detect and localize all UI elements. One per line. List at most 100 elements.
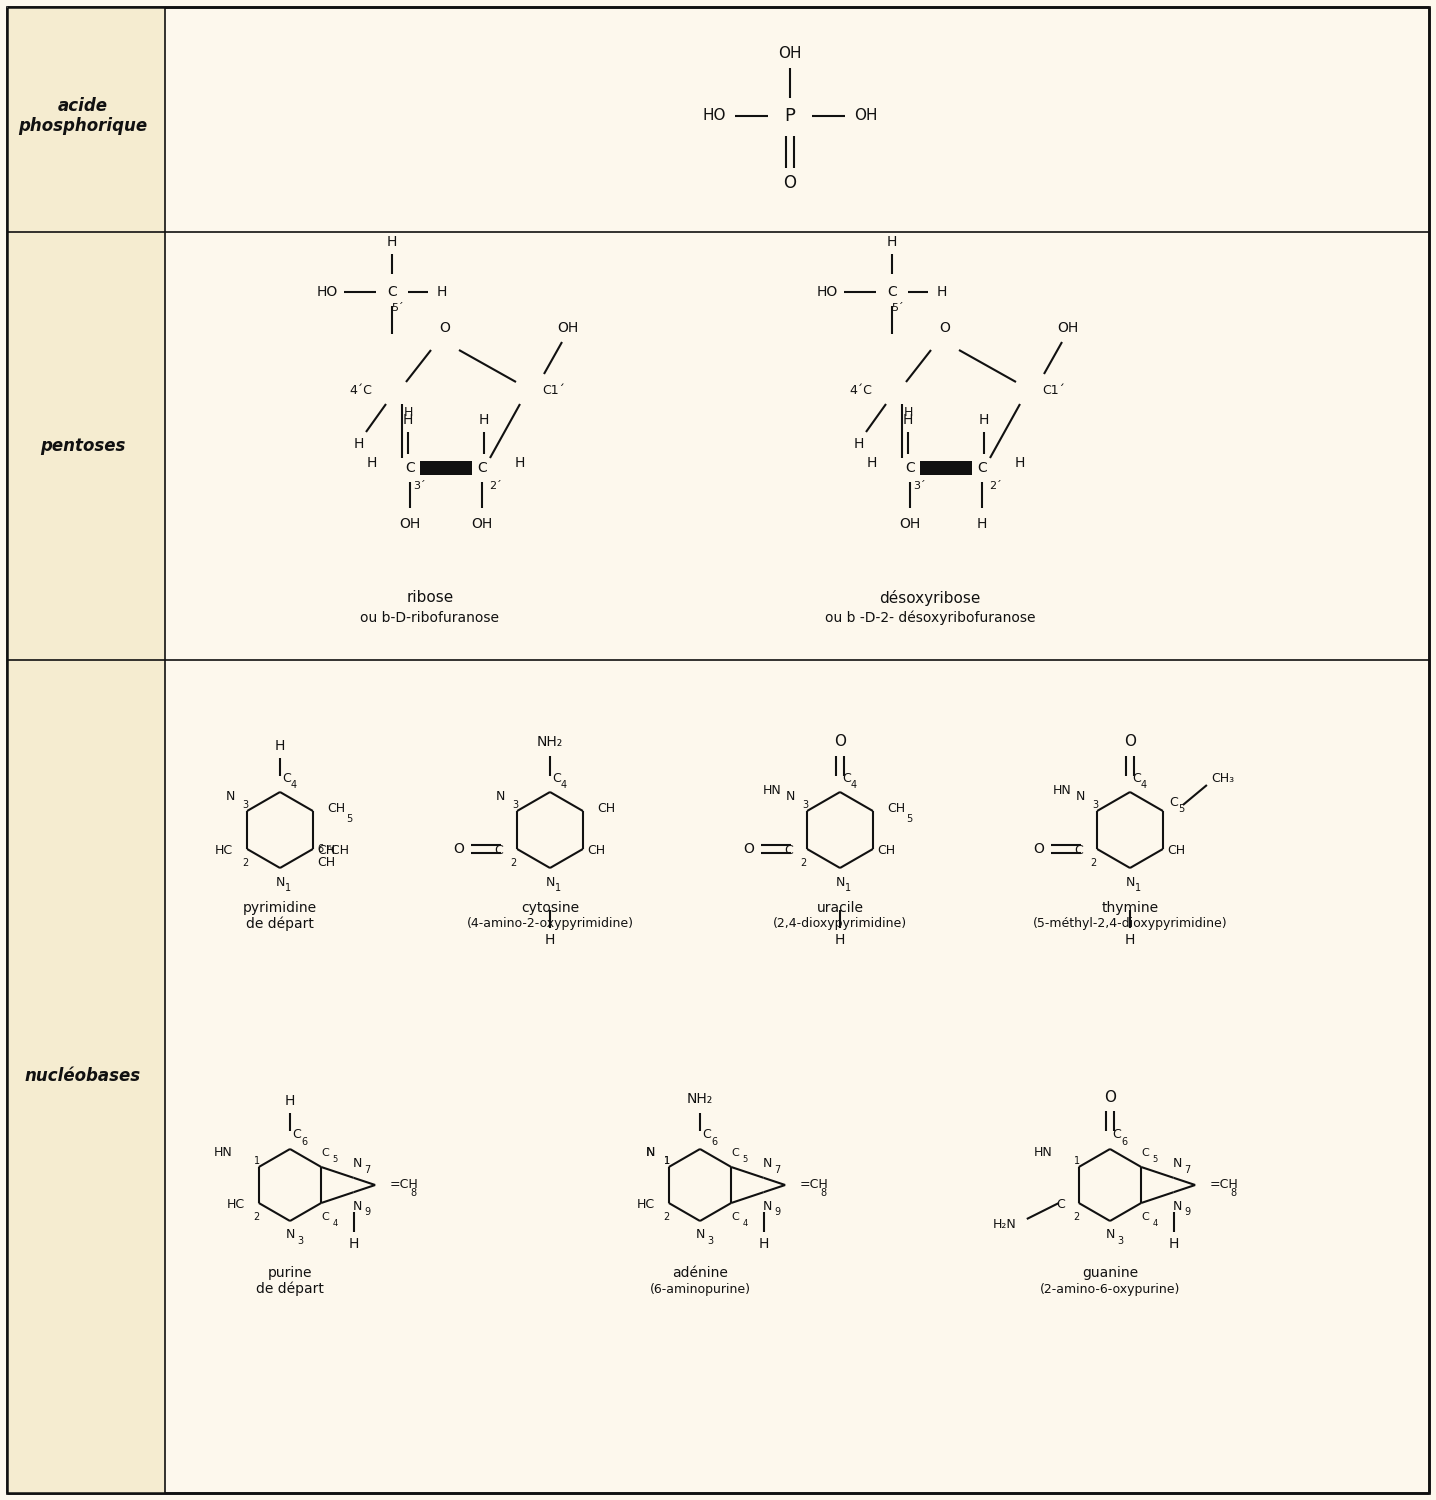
Text: O: O	[744, 842, 754, 856]
Text: de départ: de départ	[256, 1281, 325, 1296]
Text: C: C	[388, 285, 396, 298]
Text: C: C	[1142, 1148, 1149, 1158]
Text: C1´: C1´	[541, 384, 564, 396]
Text: 1: 1	[554, 884, 561, 892]
Text: =CH: =CH	[389, 1179, 418, 1191]
Text: N: N	[763, 1158, 773, 1170]
Text: de départ: de départ	[246, 916, 314, 932]
Text: H: H	[366, 456, 378, 470]
Text: ou b -D-2- désoxyribofuranose: ou b -D-2- désoxyribofuranose	[824, 610, 1035, 626]
Text: 6: 6	[317, 844, 323, 853]
Text: 1: 1	[663, 1156, 669, 1166]
Text: 1: 1	[254, 1156, 260, 1166]
Text: O: O	[939, 321, 951, 334]
Text: N: N	[495, 790, 505, 804]
Text: OH: OH	[778, 46, 801, 62]
Text: H: H	[936, 285, 948, 298]
Text: O: O	[1034, 842, 1044, 856]
Text: H: H	[284, 1094, 296, 1108]
Text: (4-amino-2-oxypyrimidine): (4-amino-2-oxypyrimidine)	[467, 918, 633, 930]
Text: N: N	[645, 1146, 655, 1160]
Text: OH: OH	[854, 108, 877, 123]
Text: H: H	[404, 405, 412, 418]
Text: thymine: thymine	[1101, 902, 1159, 915]
Text: HC: HC	[636, 1198, 655, 1212]
Text: HO: HO	[702, 108, 725, 123]
Text: CH: CH	[877, 844, 895, 858]
Text: H: H	[1015, 456, 1025, 470]
Bar	[920, 460, 972, 476]
Text: 6: 6	[302, 1137, 307, 1148]
Text: 1: 1	[1074, 1156, 1080, 1166]
Text: 3: 3	[707, 1236, 714, 1246]
Text: C: C	[702, 1128, 711, 1142]
Text: C: C	[494, 844, 503, 858]
Text: OH: OH	[899, 518, 920, 531]
Text: O: O	[784, 174, 797, 192]
Text: nucléobases: nucléobases	[24, 1066, 141, 1084]
Text: pentoses: pentoses	[40, 436, 126, 454]
Text: O: O	[1124, 735, 1136, 750]
Text: HC: HC	[215, 844, 233, 858]
Text: NH₂: NH₂	[537, 735, 563, 748]
Text: C: C	[1142, 1212, 1149, 1222]
Text: ribose: ribose	[406, 591, 454, 606]
Text: HN: HN	[763, 784, 781, 798]
Text: OH: OH	[471, 518, 493, 531]
Bar	[419, 460, 472, 476]
Text: guanine: guanine	[1081, 1266, 1139, 1280]
Text: 5´: 5´	[890, 303, 903, 313]
Text: N: N	[695, 1228, 705, 1242]
Text: H₂N: H₂N	[994, 1218, 1017, 1231]
Text: N: N	[763, 1200, 773, 1212]
Text: N: N	[645, 1146, 655, 1160]
Text: 6: 6	[711, 1137, 717, 1148]
Text: =CH: =CH	[800, 1179, 829, 1191]
Text: N: N	[546, 876, 554, 888]
Text: H: H	[903, 413, 913, 428]
Bar	[7, 8, 165, 1492]
Text: 2: 2	[510, 858, 516, 868]
Text: 3: 3	[1091, 800, 1099, 810]
Text: N: N	[1126, 876, 1134, 888]
Text: CH: CH	[317, 856, 335, 870]
Text: CH: CH	[597, 802, 615, 816]
Text: HN: HN	[214, 1146, 233, 1160]
Text: H: H	[349, 1238, 359, 1251]
Text: désoxyribose: désoxyribose	[879, 590, 981, 606]
Text: 8: 8	[1231, 1188, 1236, 1198]
Text: C: C	[841, 771, 850, 784]
Text: 3: 3	[243, 800, 248, 810]
Text: H: H	[834, 933, 846, 946]
Text: (5-méthyl-2,4-dioxypyrimidine): (5-méthyl-2,4-dioxypyrimidine)	[1032, 918, 1228, 930]
Text: (2,4-dioxypyrimidine): (2,4-dioxypyrimidine)	[773, 918, 908, 930]
Text: C: C	[731, 1148, 740, 1158]
Text: 3: 3	[803, 800, 808, 810]
Text: 7: 7	[1185, 1166, 1190, 1174]
Text: 3´: 3´	[414, 482, 426, 490]
Text: N: N	[836, 876, 844, 888]
Text: 2: 2	[254, 1212, 260, 1222]
Text: 4´C: 4´C	[349, 384, 372, 396]
Text: 2: 2	[1090, 858, 1096, 868]
Text: H: H	[478, 413, 490, 428]
Text: N: N	[225, 790, 236, 804]
Text: NH₂: NH₂	[686, 1092, 714, 1106]
Text: N: N	[1106, 1228, 1114, 1242]
Text: H: H	[976, 518, 987, 531]
Text: CH: CH	[887, 802, 905, 816]
Text: C: C	[784, 844, 793, 858]
Text: C: C	[551, 771, 560, 784]
Text: O: O	[439, 321, 451, 334]
Text: C: C	[976, 460, 987, 476]
Text: 1: 1	[284, 884, 292, 892]
Text: H: H	[867, 456, 877, 470]
Text: 4: 4	[1153, 1218, 1157, 1227]
Text: 3: 3	[297, 1236, 303, 1246]
Text: 1: 1	[1134, 884, 1142, 892]
Text: H: H	[516, 456, 526, 470]
Text: H: H	[1124, 933, 1136, 946]
Text: N: N	[276, 876, 284, 888]
Text: H: H	[758, 1238, 768, 1251]
Text: N: N	[1076, 790, 1086, 804]
